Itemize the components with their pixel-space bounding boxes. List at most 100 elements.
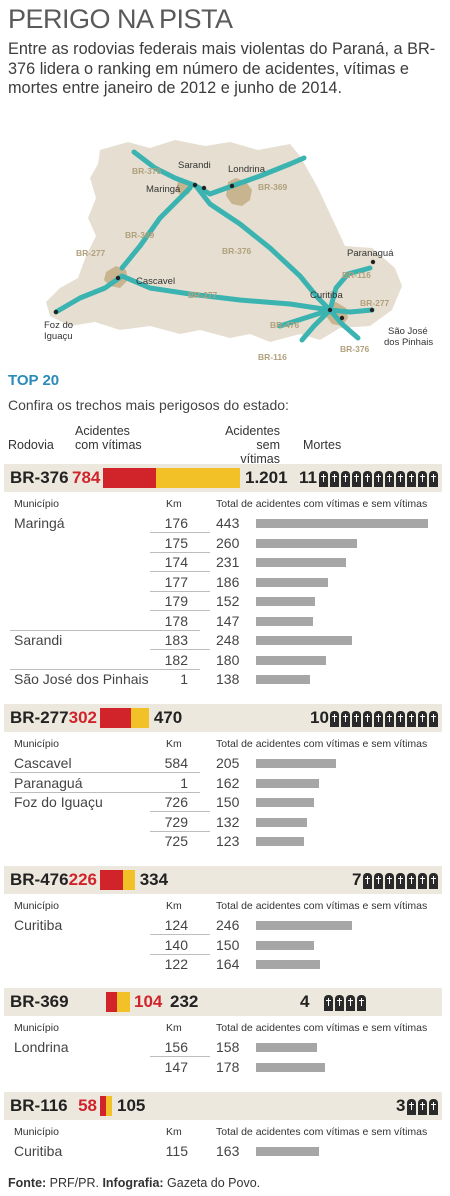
sem-vitimas-bar — [156, 468, 240, 488]
table-row: 177 186 — [0, 573, 450, 592]
total-bar — [256, 1043, 318, 1052]
city-label: Cascavel — [136, 276, 175, 287]
total: 132 — [216, 813, 240, 830]
header-acid-com: Acidentes com vítimas — [75, 424, 142, 452]
table-row: Curitiba 115 163 — [0, 1142, 450, 1161]
road-label: BR-376 — [340, 344, 370, 354]
road-label: BR-277 — [188, 290, 218, 300]
road-br376b — [327, 307, 361, 341]
total: 443 — [216, 515, 240, 531]
tombstone-icon — [374, 873, 383, 889]
tombstone-icon — [418, 471, 427, 487]
tombstone-icon — [385, 471, 394, 487]
mortes-value: 7 — [352, 870, 362, 889]
row-divider — [150, 830, 210, 832]
table-row: 175 260 — [0, 534, 450, 553]
col-header-municipio: Município — [14, 1022, 59, 1034]
col-header-km: Km — [166, 738, 182, 750]
col-header-km: Km — [166, 498, 182, 510]
mortes-icons — [319, 471, 438, 487]
header-rodovia: Rodovia — [8, 438, 54, 452]
table-row: 179 152 — [0, 592, 450, 611]
row-divider — [150, 953, 210, 955]
total: 164 — [216, 956, 240, 972]
row-divider — [150, 532, 210, 533]
municipio: Cascavel — [14, 755, 72, 771]
col-header-total: Total de acidentes com vítimas e sem vít… — [216, 900, 428, 912]
road-label: BR-376 — [132, 166, 162, 176]
km: 1 — [180, 671, 188, 687]
tombstone-icon — [341, 711, 350, 727]
tombstone-icon — [346, 995, 355, 1011]
km: 176 — [164, 515, 188, 531]
municipio: Sarandi — [14, 632, 63, 648]
com-vitimas-value: 104 — [134, 992, 163, 1011]
road-label: BR-369 — [125, 230, 155, 240]
total-bar — [256, 817, 308, 827]
total: 152 — [216, 593, 240, 609]
city-label: Maringá — [146, 184, 181, 195]
tombstone-icon — [396, 471, 405, 487]
tombstone-icon — [324, 995, 333, 1011]
tombstone-icon — [330, 711, 339, 727]
tombstone-icon — [429, 471, 438, 487]
col-header-km: Km — [166, 900, 182, 912]
row-divider — [150, 551, 210, 553]
km: 729 — [164, 813, 188, 830]
source-credit: Fonte: PRF/PR. Infografia: Gazeta do Pov… — [8, 1176, 261, 1190]
tombstone-icon — [396, 873, 405, 889]
km: 174 — [164, 554, 188, 570]
row-divider — [10, 629, 200, 631]
col-header-total: Total de acidentes com vítimas e sem vít… — [216, 498, 428, 510]
road-br376 — [131, 149, 333, 313]
road-br369 — [193, 155, 307, 197]
road-name: BR-116 — [10, 1096, 68, 1115]
table-row: Paranaguá 1 162 — [0, 774, 450, 793]
total-bar — [256, 636, 353, 645]
tombstone-icon — [407, 873, 416, 889]
total: 147 — [216, 612, 240, 629]
total: 260 — [216, 534, 240, 551]
total-bar — [256, 778, 319, 788]
road-name: BR-369 — [10, 992, 69, 1011]
mortes-icons — [330, 711, 438, 727]
com-vitimas-value: 58 — [78, 1096, 97, 1115]
sem-vitimas-value: 105 — [117, 1096, 146, 1115]
table-row: Cascavel 584 205 — [0, 754, 450, 773]
km: 726 — [164, 794, 188, 810]
header-mortes: Mortes — [303, 438, 342, 452]
total-bar — [256, 577, 329, 587]
tombstone-icon — [363, 471, 372, 487]
total: 123 — [216, 833, 240, 849]
tombstone-icon — [407, 711, 416, 727]
city-label: Londrina — [228, 164, 266, 175]
city-label: Iguaçu — [44, 331, 73, 342]
table-row: 729 132 — [0, 813, 450, 832]
total: 150 — [216, 794, 240, 810]
sem-vitimas-bar — [106, 1096, 113, 1116]
total-bar — [256, 759, 336, 768]
road-label: BR-277 — [76, 248, 106, 258]
row-divider — [10, 668, 200, 670]
table-row: Maringá 176 443 — [0, 514, 450, 533]
row-divider — [10, 772, 200, 773]
km: 177 — [164, 573, 188, 590]
col-header-municipio: Município — [14, 900, 59, 912]
km: 182 — [164, 651, 188, 668]
total-bar — [256, 675, 310, 684]
city-label: São José — [388, 326, 428, 337]
com-vitimas-value: 302 — [68, 708, 97, 727]
row-divider — [150, 1056, 210, 1057]
row-divider — [150, 649, 210, 650]
km: 124 — [164, 917, 188, 933]
com-vitimas-value: 226 — [68, 870, 97, 889]
col-header-km: Km — [166, 1126, 182, 1138]
sem-vitimas-value: 1.201 — [245, 468, 288, 487]
table-row: 174 231 — [0, 553, 450, 572]
row-divider — [10, 791, 200, 793]
row-divider — [150, 934, 210, 935]
sem-vitimas-bar — [131, 708, 149, 728]
table-row: São José dos Pinhais 1 138 — [0, 670, 450, 689]
row-divider — [150, 811, 210, 812]
mortes-icons — [363, 873, 438, 889]
